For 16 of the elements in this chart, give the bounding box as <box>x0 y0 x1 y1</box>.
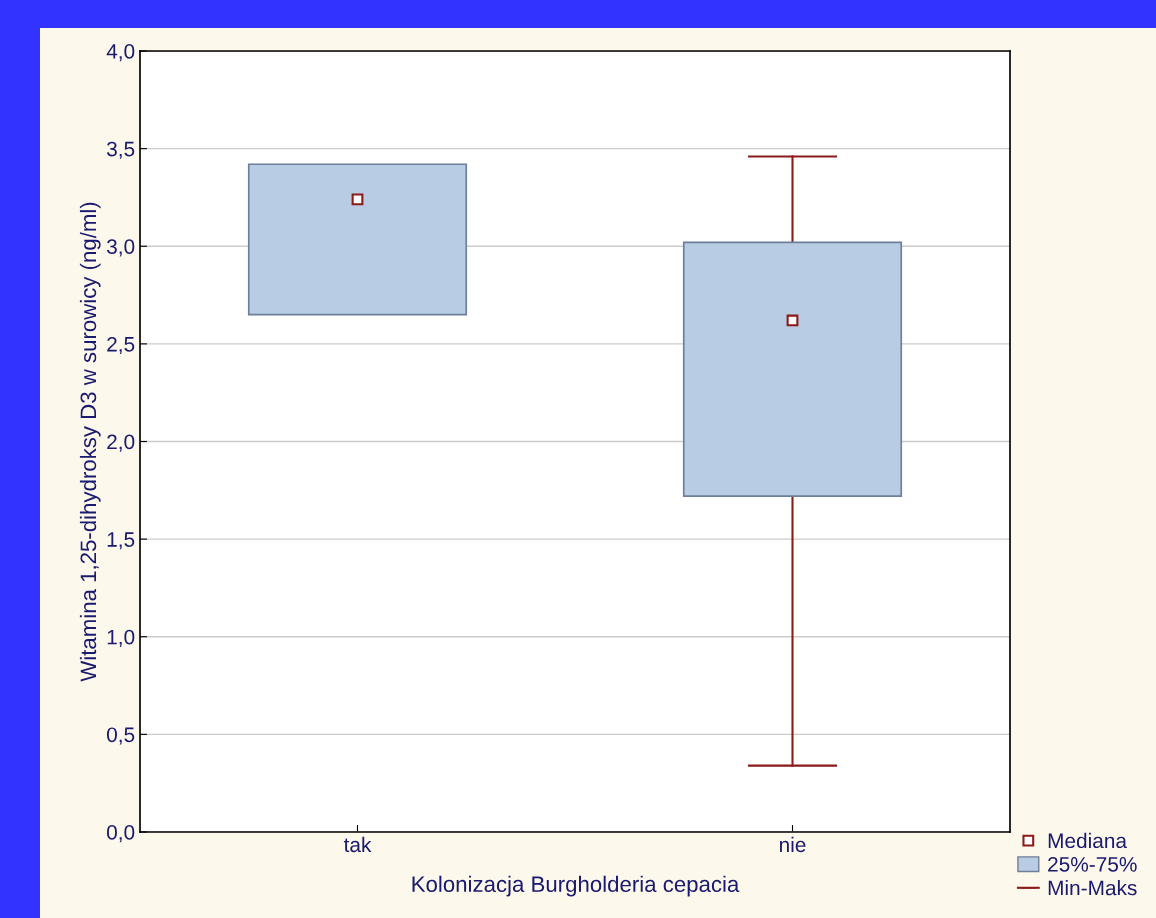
y-tick-label: 1,5 <box>107 532 135 550</box>
y-tick-label: 0,5 <box>106 727 135 745</box>
x-tick-label: nie <box>779 836 806 853</box>
y-tick-label: 2,5 <box>107 336 135 355</box>
y-tick-label: 4,0 <box>106 44 135 62</box>
legend-label: Mediana <box>1048 832 1127 849</box>
y-axis-title: Witamina 1,25-dihydroksy D3 w surowicy (ng/ml) <box>79 202 101 682</box>
y-tick-label: 3,0 <box>106 239 135 257</box>
y-tick-label: 1,0 <box>107 629 135 647</box>
y-tick-label: 3,5 <box>106 141 135 159</box>
legend-label: Min-Maks <box>1048 880 1137 896</box>
y-tick-label: 2,0 <box>107 434 135 452</box>
y-tick-label: 0,0 <box>106 825 135 843</box>
x-axis-title: Kolonizacja Burgholderia cepacia <box>412 875 740 897</box>
legend-label: 25%-75% <box>1048 856 1137 872</box>
x-tick-label: tak <box>343 836 372 853</box>
